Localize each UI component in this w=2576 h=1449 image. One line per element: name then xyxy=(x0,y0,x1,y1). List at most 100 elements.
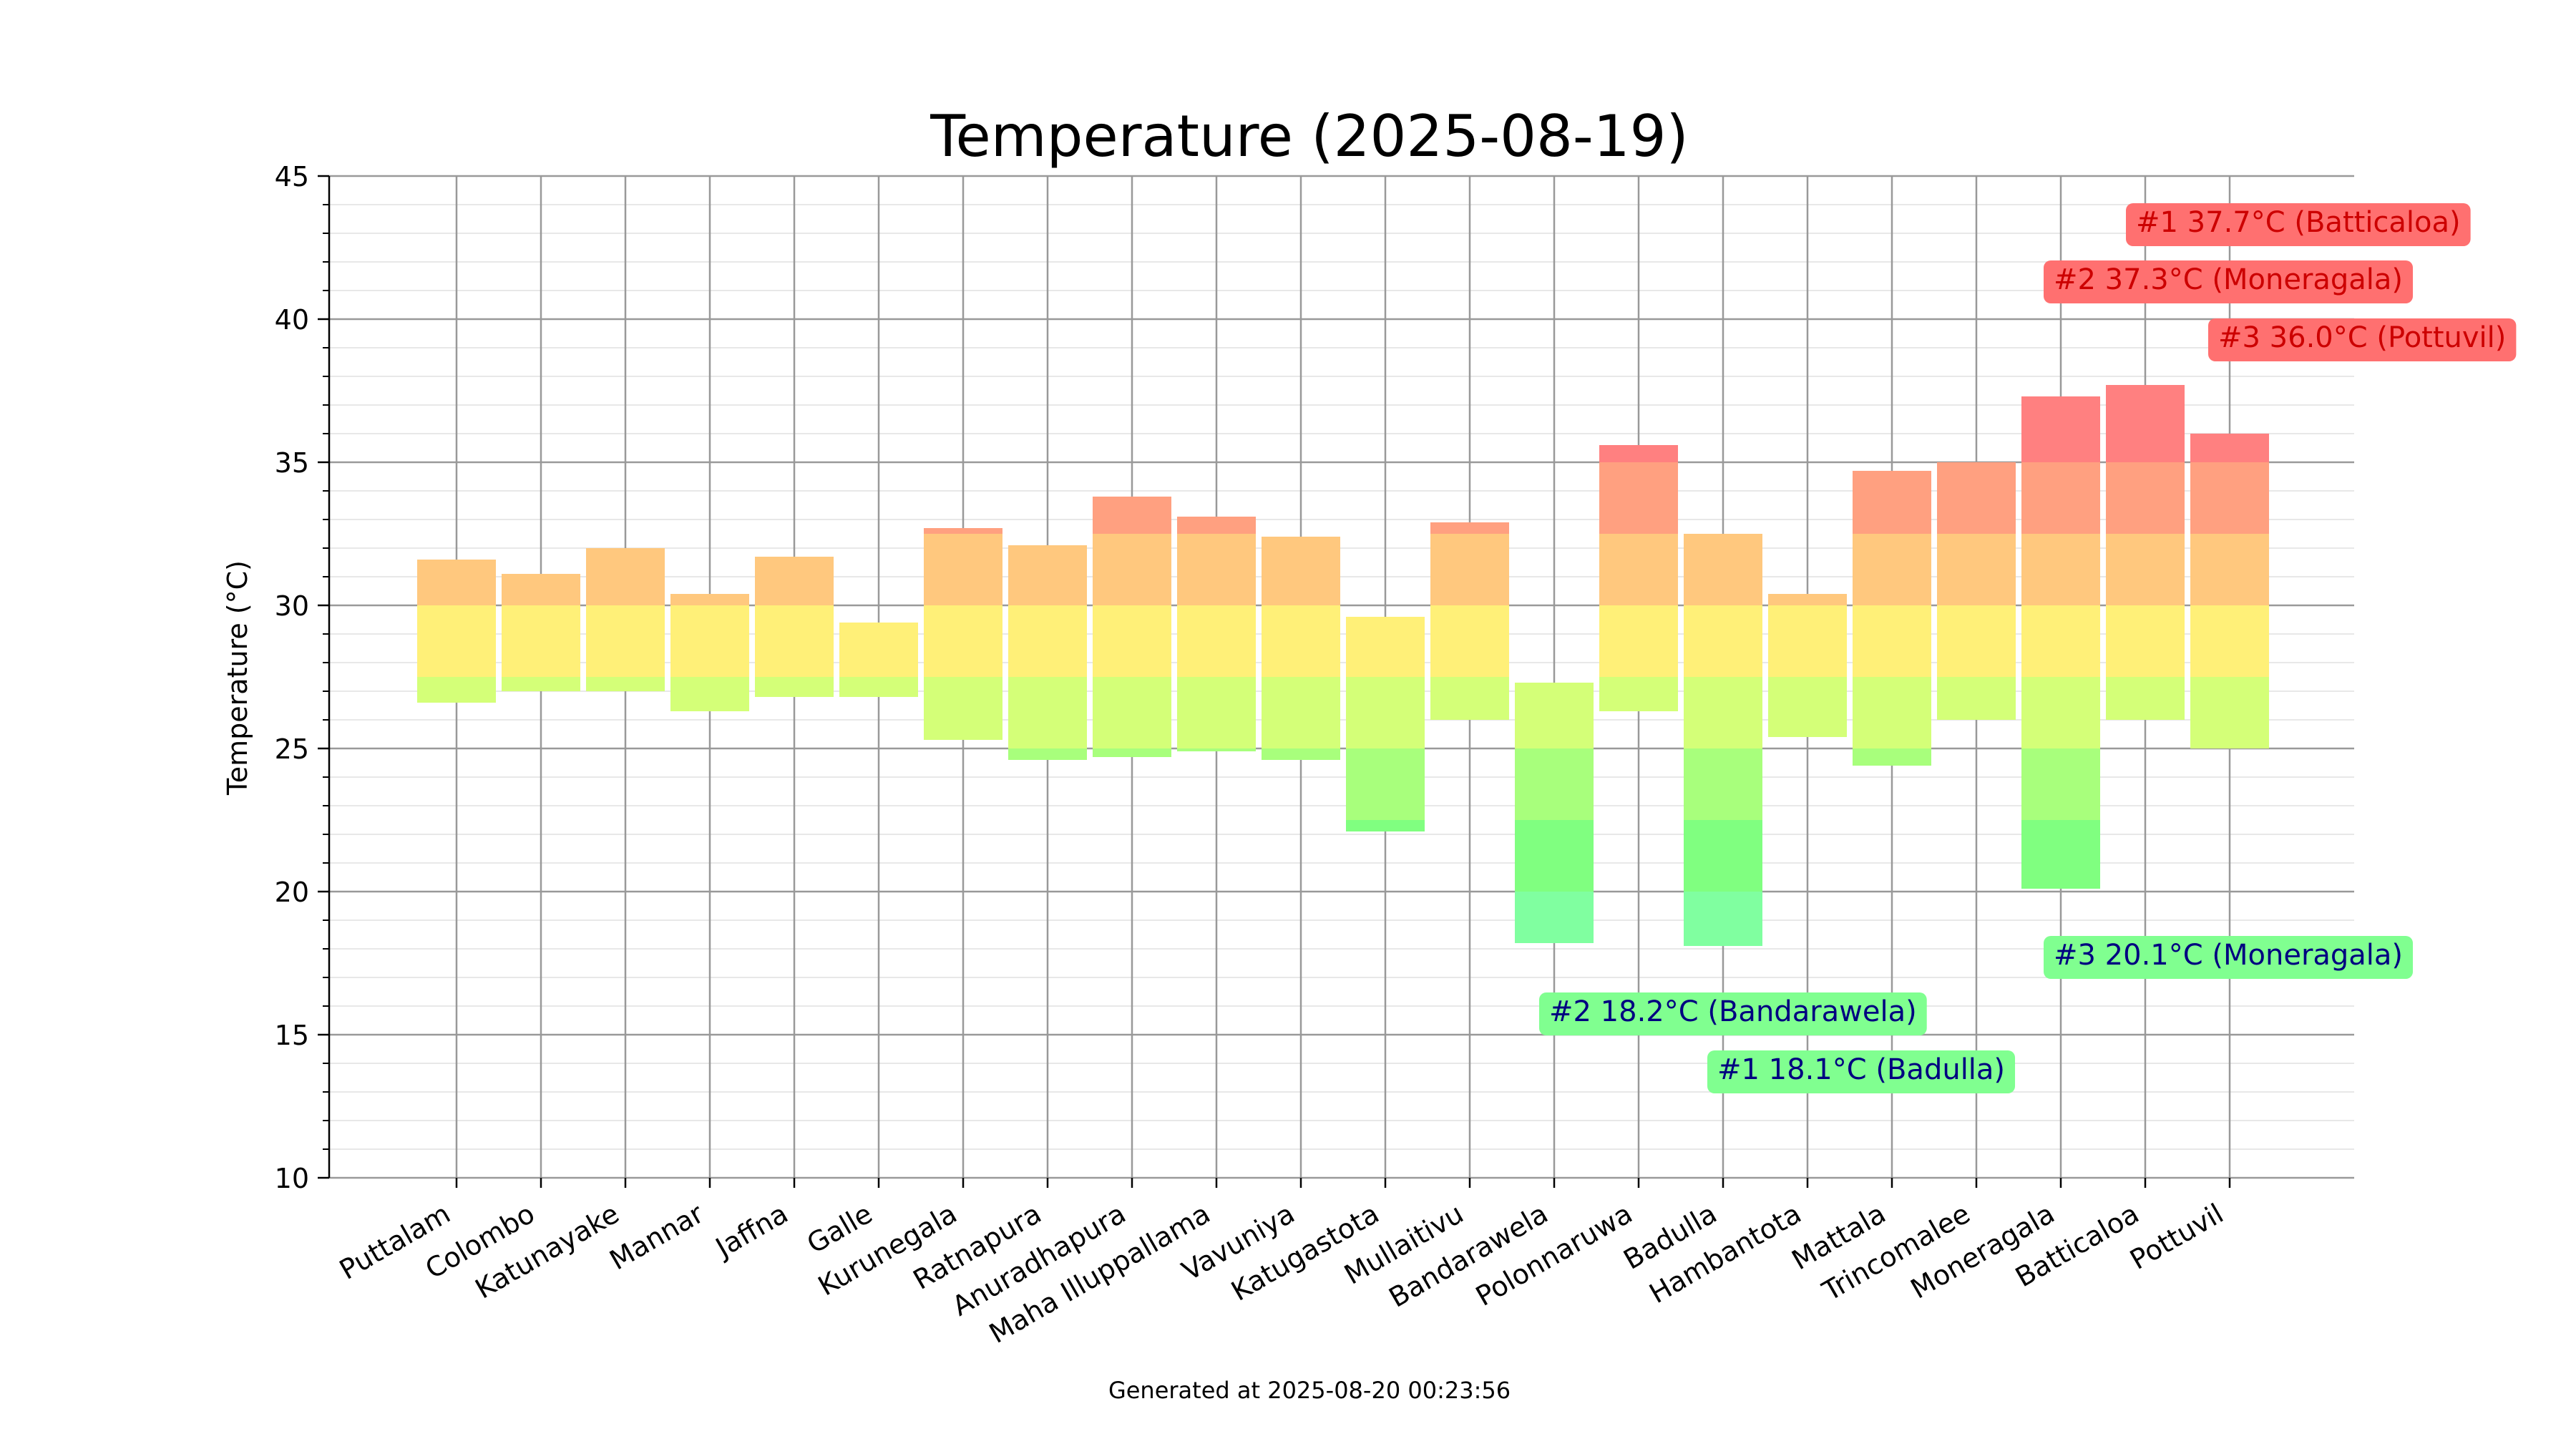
y-tick-label: 15 xyxy=(275,1020,309,1051)
bar-mannar xyxy=(670,594,749,711)
bar-segment xyxy=(502,677,580,691)
chart-title: Temperature (2025-08-19) xyxy=(930,103,1689,170)
temperature-bars xyxy=(417,385,2269,946)
generated-timestamp: Generated at 2025-08-20 00:23:56 xyxy=(1108,1377,1511,1404)
bar-segment xyxy=(755,557,834,605)
bar-segment xyxy=(502,605,580,677)
y-axis-title: Temperature (°C) xyxy=(222,560,253,796)
bar-segment xyxy=(2190,462,2269,534)
bar-segment xyxy=(1768,605,1847,677)
bar-katugastota xyxy=(1346,617,1425,831)
bar-segment xyxy=(2190,605,2269,677)
bar-jaffna xyxy=(755,557,834,697)
annotation-max-2: #2 37.3°C (Moneragala) xyxy=(2044,260,2414,303)
bar-colombo xyxy=(502,574,580,691)
bar-segment xyxy=(1684,677,1762,748)
bar-segment xyxy=(1768,677,1847,737)
bar-segment xyxy=(2021,396,2100,462)
bar-segment xyxy=(1177,605,1256,677)
bar-segment xyxy=(1177,677,1256,748)
bar-segment xyxy=(2021,534,2100,605)
bar-segment xyxy=(1515,892,1594,943)
bar-segment xyxy=(924,528,1002,534)
annotation-text: #1 37.7°C (Batticaloa) xyxy=(2136,206,2461,239)
bar-segment xyxy=(1684,605,1762,677)
y-tick-label: 40 xyxy=(275,304,309,336)
bar-segment xyxy=(1515,748,1594,820)
annotation-box xyxy=(2208,318,2517,361)
bar-pottuvil xyxy=(2190,434,2269,748)
annotation-text: #3 20.1°C (Moneragala) xyxy=(2054,939,2403,972)
bar-segment xyxy=(1177,534,1256,605)
annotation-box xyxy=(2044,936,2414,979)
bar-segment xyxy=(1262,605,1340,677)
bar-segment xyxy=(1346,677,1425,748)
bar-segment xyxy=(1430,522,1509,534)
bar-segment xyxy=(1599,677,1678,711)
bar-segment xyxy=(2106,677,2185,720)
y-tick-label: 10 xyxy=(275,1163,309,1194)
grid-lines xyxy=(329,175,2354,1179)
bar-segment xyxy=(1093,497,1171,534)
bar-segment xyxy=(1515,820,1594,892)
y-tick-label: 30 xyxy=(275,590,309,622)
bar-badulla xyxy=(1684,534,1762,946)
bar-segment xyxy=(1684,534,1762,605)
bar-segment xyxy=(839,677,918,697)
bar-segment xyxy=(1853,677,1931,748)
bar-segment xyxy=(2190,677,2269,748)
bar-segment xyxy=(1177,517,1256,534)
bar-segment xyxy=(1430,605,1509,677)
bar-segment xyxy=(586,548,665,605)
bar-segment xyxy=(755,677,834,697)
bar-segment xyxy=(1430,534,1509,605)
bar-segment xyxy=(1937,462,2016,534)
x-tick-label: Mannar xyxy=(605,1198,709,1277)
bar-segment xyxy=(1093,534,1171,605)
bar-segment xyxy=(2190,434,2269,462)
bar-segment xyxy=(1684,820,1762,892)
annotation-box xyxy=(2126,203,2471,246)
annotation-min-1: #1 18.1°C (Badulla) xyxy=(1707,1050,2016,1093)
bar-segment xyxy=(1768,594,1847,605)
bar-katunayake xyxy=(586,548,665,691)
y-tick-label: 45 xyxy=(275,161,309,192)
bar-kurunegala xyxy=(924,528,1002,740)
bar-segment xyxy=(670,594,749,605)
bar-segment xyxy=(2106,534,2185,605)
bar-segment xyxy=(2021,605,2100,677)
bar-segment xyxy=(924,534,1002,605)
y-tick-label: 25 xyxy=(275,733,309,765)
bar-segment xyxy=(586,677,665,691)
bar-moneragala xyxy=(2021,396,2100,889)
y-axis: 10 15 20 25 30 35 40 45 xyxy=(275,161,331,1194)
bar-segment xyxy=(1853,534,1931,605)
bar-segment xyxy=(670,677,749,711)
bar-segment xyxy=(1008,545,1087,605)
bar-ratnapura xyxy=(1008,545,1087,760)
bar-segment xyxy=(1599,605,1678,677)
bar-segment xyxy=(1599,445,1678,462)
bar-segment xyxy=(1937,534,2016,605)
annotation-min-3: #3 20.1°C (Moneragala) xyxy=(2044,936,2414,979)
bar-polonnaruwa xyxy=(1599,445,1678,711)
bar-segment xyxy=(755,605,834,677)
bar-mattala xyxy=(1853,471,1931,766)
annotation-max-1: #1 37.7°C (Batticaloa) xyxy=(2126,203,2471,246)
x-tick-label: Jaffna xyxy=(709,1198,793,1264)
annotation-max-3: #3 36.0°C (Pottuvil) xyxy=(2208,318,2517,361)
bar-segment xyxy=(2021,820,2100,889)
annotation-min-2: #2 18.2°C (Bandarawela) xyxy=(1539,992,1927,1035)
bar-segment xyxy=(2106,462,2185,534)
bar-segment xyxy=(417,605,496,677)
y-tick-label: 20 xyxy=(275,877,309,908)
bar-bandarawela xyxy=(1515,683,1594,943)
bar-segment xyxy=(1346,617,1425,677)
bar-segment xyxy=(2106,605,2185,677)
bar-segment xyxy=(1008,605,1087,677)
bar-anuradhapura xyxy=(1093,497,1171,757)
annotations: #1 37.7°C (Batticaloa) #2 37.3°C (Monerag… xyxy=(1539,203,2517,1093)
bar-segment xyxy=(1599,534,1678,605)
